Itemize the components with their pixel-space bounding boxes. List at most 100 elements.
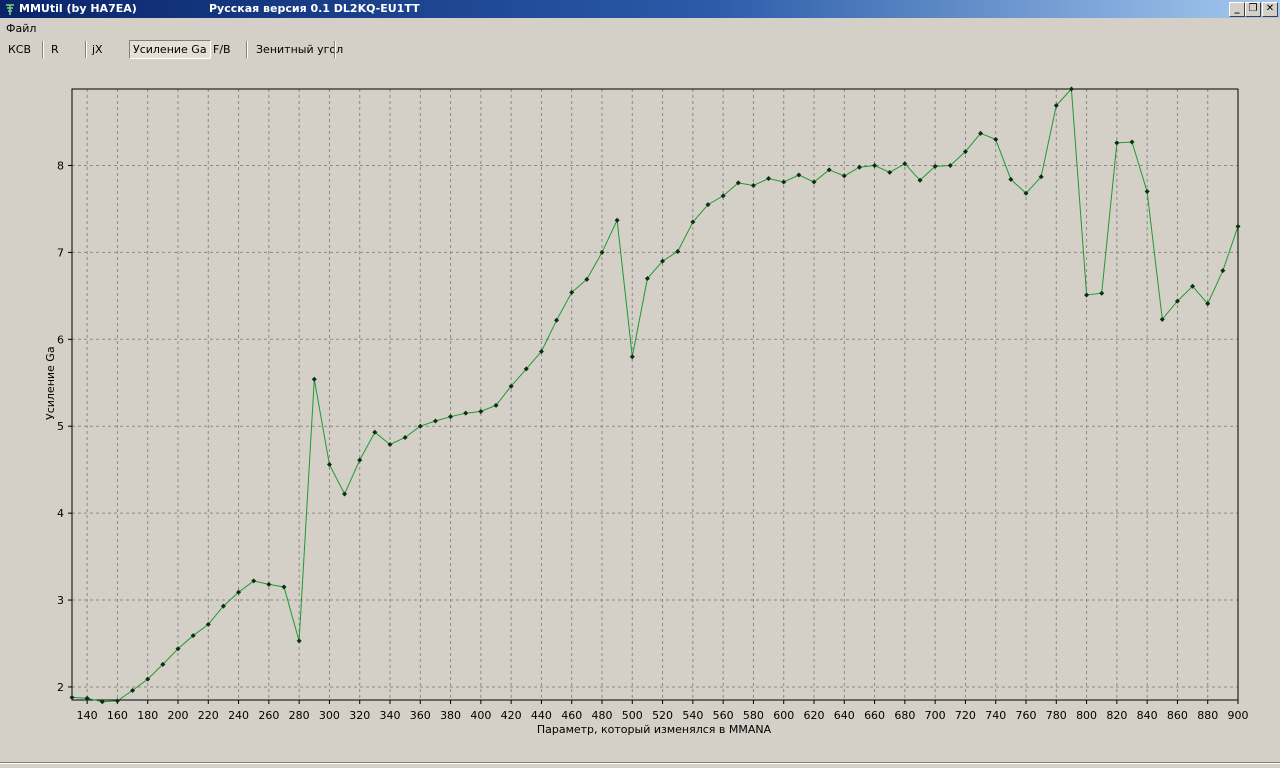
data-point bbox=[554, 317, 560, 323]
tab-x[interactable]: jX bbox=[92, 43, 103, 56]
x-tick-label: 560 bbox=[713, 709, 734, 722]
data-point bbox=[84, 695, 90, 701]
menu-file[interactable]: Файл bbox=[6, 22, 37, 35]
x-tick-label: 740 bbox=[985, 709, 1006, 722]
data-point bbox=[417, 423, 423, 429]
tab-r[interactable]: R bbox=[51, 43, 59, 56]
data-point bbox=[1144, 189, 1150, 195]
x-tick-label: 200 bbox=[168, 709, 189, 722]
data-point bbox=[342, 491, 348, 497]
x-tick-label: 800 bbox=[1076, 709, 1097, 722]
data-point bbox=[190, 633, 196, 639]
x-tick-label: 340 bbox=[380, 709, 401, 722]
data-point bbox=[1068, 86, 1074, 92]
status-divider bbox=[0, 762, 1280, 763]
data-point bbox=[1084, 292, 1090, 298]
data-point bbox=[160, 661, 166, 667]
data-point bbox=[205, 621, 211, 627]
x-tick-label: 540 bbox=[682, 709, 703, 722]
data-point bbox=[720, 193, 726, 199]
x-tick-label: 300 bbox=[319, 709, 340, 722]
plot-frame bbox=[71, 88, 1239, 701]
status-divider-highlight bbox=[0, 763, 1280, 764]
data-point bbox=[326, 461, 332, 467]
series-markers bbox=[69, 86, 1241, 705]
restore-button[interactable]: ❐ bbox=[1245, 2, 1261, 17]
version-title: Русская версия 0.1 DL2KQ-EU1TT bbox=[209, 2, 420, 15]
data-point bbox=[357, 457, 363, 463]
y-tick-label: 8 bbox=[57, 159, 64, 172]
data-point bbox=[856, 164, 862, 170]
x-tick-label: 260 bbox=[258, 709, 279, 722]
data-point bbox=[1099, 290, 1105, 296]
data-point bbox=[1235, 223, 1241, 229]
data-point bbox=[599, 249, 605, 255]
data-point bbox=[1220, 268, 1226, 274]
tab-separator bbox=[85, 41, 87, 58]
y-tick-label: 4 bbox=[57, 507, 64, 520]
data-point bbox=[69, 694, 75, 700]
data-point bbox=[1174, 298, 1180, 304]
x-tick-label: 680 bbox=[894, 709, 915, 722]
app-title: MMUtil (by HA7EA) bbox=[19, 2, 137, 15]
data-point bbox=[508, 383, 514, 389]
data-point bbox=[114, 698, 120, 704]
x-tick-label: 840 bbox=[1137, 709, 1158, 722]
x-tick-label: 440 bbox=[531, 709, 552, 722]
x-tick-label: 760 bbox=[1016, 709, 1037, 722]
data-point bbox=[766, 176, 772, 182]
x-tick-label: 160 bbox=[107, 709, 128, 722]
menu-bar: Файл bbox=[0, 19, 1280, 37]
data-point bbox=[978, 130, 984, 136]
data-point bbox=[281, 584, 287, 590]
data-point bbox=[311, 376, 317, 382]
minimize-button[interactable]: _ bbox=[1229, 2, 1245, 17]
data-point bbox=[917, 177, 923, 183]
data-point bbox=[266, 581, 272, 587]
data-point bbox=[130, 687, 136, 693]
data-point bbox=[644, 275, 650, 281]
data-point bbox=[448, 414, 454, 420]
x-tick-label: 900 bbox=[1228, 709, 1249, 722]
x-tick-label: 140 bbox=[77, 709, 98, 722]
data-point bbox=[796, 172, 802, 178]
x-tick-label: 400 bbox=[470, 709, 491, 722]
x-tick-label: 500 bbox=[622, 709, 643, 722]
data-point bbox=[145, 676, 151, 682]
tab-zenith-angle[interactable]: Зенитный угол bbox=[256, 43, 344, 56]
x-tick-label: 360 bbox=[410, 709, 431, 722]
x-tick-label: 880 bbox=[1197, 709, 1218, 722]
data-point bbox=[887, 169, 893, 175]
x-tick-label: 180 bbox=[137, 709, 158, 722]
x-tick-label: 820 bbox=[1106, 709, 1127, 722]
data-point bbox=[962, 149, 968, 155]
data-point bbox=[372, 429, 378, 435]
data-point bbox=[1023, 190, 1029, 196]
data-point bbox=[175, 646, 181, 652]
x-tick-label: 520 bbox=[652, 709, 673, 722]
data-point bbox=[463, 410, 469, 416]
data-point bbox=[660, 258, 666, 264]
data-point bbox=[296, 638, 302, 644]
data-point bbox=[493, 402, 499, 408]
data-point bbox=[932, 163, 938, 169]
x-axis-label: Параметр, который изменялся в MMANA bbox=[537, 723, 772, 736]
y-axis-label: Усиление Ga bbox=[44, 346, 57, 420]
close-button[interactable]: ✕ bbox=[1262, 2, 1278, 17]
x-tick-label: 460 bbox=[561, 709, 582, 722]
x-tick-label: 620 bbox=[804, 709, 825, 722]
x-tick-label: 720 bbox=[955, 709, 976, 722]
tab-gain[interactable]: Усиление Ga bbox=[129, 40, 211, 59]
data-point bbox=[523, 366, 529, 372]
series-line bbox=[71, 87, 1239, 703]
tab-fb[interactable]: F/B bbox=[213, 43, 231, 56]
data-point bbox=[99, 699, 105, 705]
data-point bbox=[1190, 283, 1196, 289]
data-point bbox=[236, 589, 242, 595]
data-point bbox=[432, 418, 438, 424]
y-tick-label: 6 bbox=[57, 333, 64, 346]
tab-swr[interactable]: КСВ bbox=[8, 43, 32, 56]
title-bar: MMUtil (by HA7EA) Русская версия 0.1 DL2… bbox=[0, 0, 1280, 18]
data-point bbox=[705, 202, 711, 208]
data-point bbox=[902, 161, 908, 167]
